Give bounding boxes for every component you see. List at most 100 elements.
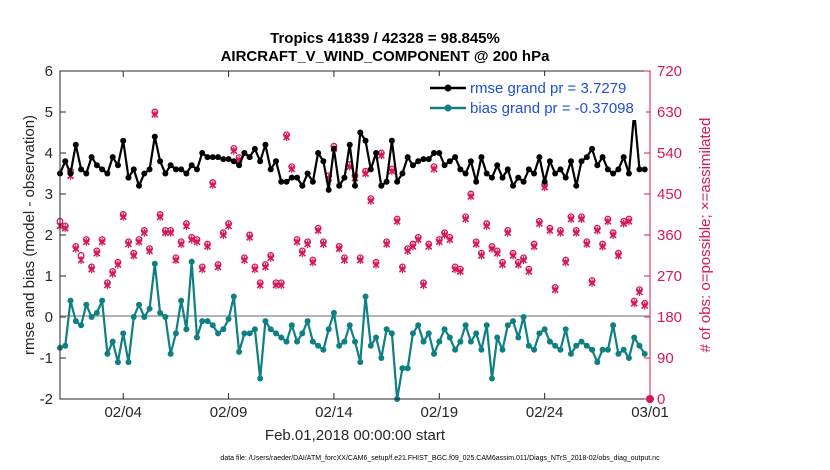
bias-point [141, 314, 148, 320]
rmse-point [204, 154, 211, 161]
obs-assimilated-point [535, 219, 543, 228]
bias-point [136, 301, 143, 308]
obs-assimilated-point [188, 235, 196, 244]
bias-point [320, 346, 327, 353]
obs-assimilated-point [430, 164, 438, 173]
obs-assimilated-point [135, 237, 143, 246]
bias-point [367, 342, 374, 349]
rmse-point [462, 170, 469, 177]
obs-assimilated-point [604, 217, 612, 226]
obs-assimilated-point [446, 235, 454, 244]
rmse-point [236, 162, 243, 169]
bias-point [483, 322, 490, 329]
rmse-point [378, 182, 385, 189]
rmse-point [246, 154, 253, 161]
rmse-point [467, 158, 474, 165]
obs-assimilated-point [414, 235, 422, 244]
rmse-point [278, 178, 285, 185]
bias-point [573, 342, 580, 349]
rmse-point [446, 158, 453, 165]
obs-assimilated-point [209, 180, 217, 189]
rmse-point [178, 166, 185, 173]
rmse-point [72, 141, 79, 148]
rmse-point [294, 174, 301, 181]
bias-point [151, 260, 158, 267]
rmse-point [636, 166, 643, 173]
obs-assimilated-point [172, 256, 180, 265]
obs-assimilated-point [267, 253, 275, 262]
rmse-point [520, 178, 527, 185]
legend: rmse grand pr = 3.7279 bias grand pr = -… [424, 76, 646, 120]
rmse-point [483, 170, 490, 177]
rmse-point [220, 156, 227, 163]
rmse-point [573, 182, 580, 189]
rmse-point [620, 154, 627, 161]
bias-point [288, 322, 295, 329]
bias-point [362, 293, 369, 300]
bias-point [583, 342, 590, 349]
rmse-point [162, 170, 169, 177]
y-right-tick-label: 450 [657, 186, 682, 203]
bias-point [125, 359, 132, 366]
obs-assimilated-point [509, 251, 517, 260]
obs-assimilated-point [483, 221, 491, 230]
rmse-point [230, 158, 237, 165]
bias-point [599, 346, 606, 353]
y-left-tick-label: 2 [45, 227, 53, 244]
bias-point [499, 346, 506, 353]
bias-point [620, 346, 627, 353]
bias-point [93, 309, 100, 316]
rmse-point [157, 158, 164, 165]
obs-assimilated-point [356, 256, 364, 265]
rmse-point [457, 166, 464, 173]
bias-point [415, 322, 422, 329]
rmse-point [499, 174, 506, 181]
rmse-point [325, 186, 332, 193]
obs-assimilated-point [620, 219, 628, 228]
bias-point [99, 297, 106, 304]
rmse-point [299, 182, 306, 189]
rmse-point [183, 170, 190, 177]
rmse-point [315, 150, 322, 156]
rmse-point [599, 154, 606, 161]
obs-assimilated-point [151, 110, 159, 119]
obs-assimilated-point [230, 146, 238, 155]
obs-assimilated-point [409, 242, 417, 251]
bias-point [604, 346, 611, 353]
obs-assimilated-point [309, 258, 317, 267]
bias-point [188, 258, 195, 265]
bias-point [193, 334, 200, 341]
rmse-point [515, 174, 522, 181]
y-axis-left-label: rmse and bias (model - observation) [21, 115, 38, 355]
y-left-tick-label: 4 [45, 145, 53, 162]
bias-point [172, 330, 179, 337]
bias-point [515, 334, 522, 341]
obs-assimilated-point [635, 287, 644, 296]
bias-point [262, 318, 269, 325]
bias-point [510, 318, 517, 325]
rmse-point [83, 170, 90, 177]
obs-assimilated-point [119, 212, 127, 221]
bias-point [399, 365, 406, 372]
rmse-point [309, 178, 316, 185]
obs-assimilated-point [372, 260, 380, 269]
rmse-point [304, 170, 311, 177]
obs-assimilated-point [298, 249, 306, 258]
bias-point [209, 322, 216, 329]
rmse-point [130, 166, 137, 173]
obs-assimilated-point [88, 265, 96, 274]
obs-assimilated-point [277, 281, 285, 290]
obs-assimilated-point [109, 269, 117, 278]
rmse-point [562, 174, 569, 181]
rmse-point [362, 137, 369, 144]
obs-assimilated-point [567, 215, 575, 224]
y-left-tick-label: -1 [40, 350, 53, 367]
bias-point [546, 338, 553, 345]
bias-point [109, 338, 116, 345]
obs-assimilated-point [588, 278, 596, 287]
bias-point [478, 346, 485, 353]
rmse-point [415, 158, 422, 165]
bias-point [67, 297, 74, 304]
rmse-point [341, 174, 348, 181]
bias-point [304, 318, 311, 325]
